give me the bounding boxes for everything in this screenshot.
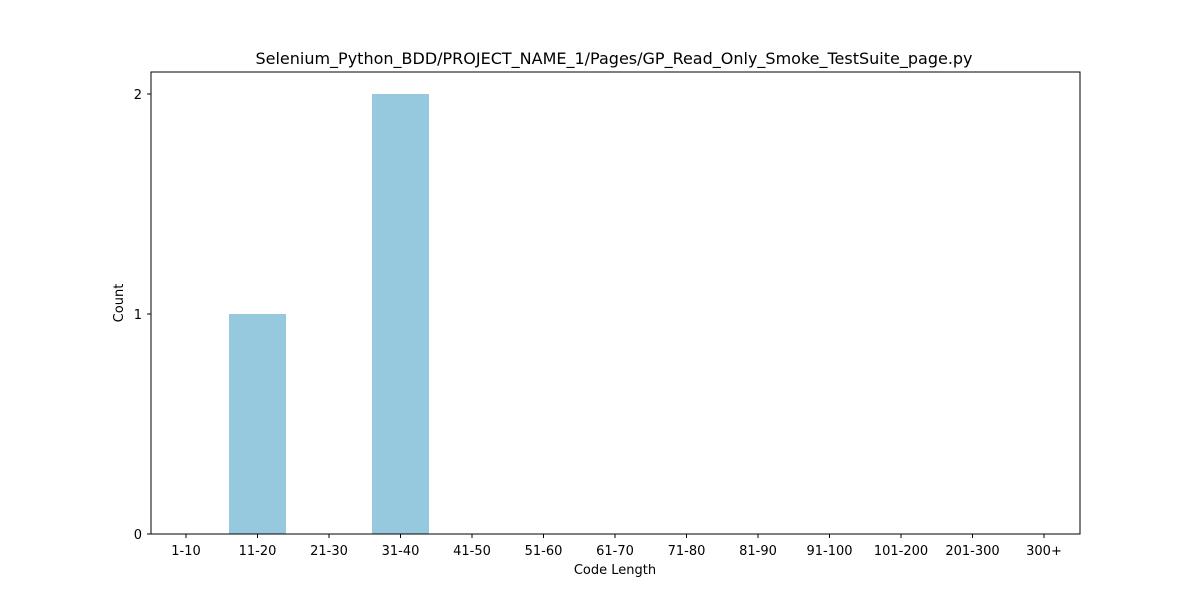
- y-axis-ticks: 0 1 2: [134, 88, 151, 543]
- bars-group: [229, 94, 429, 534]
- x-tick-label-71-80: 71-80: [668, 544, 706, 559]
- bar-31-40: [372, 94, 429, 534]
- x-tick-label-31-40: 31-40: [382, 544, 420, 559]
- x-tick-label-11-20: 11-20: [239, 544, 277, 559]
- x-tick-label-81-90: 81-90: [739, 544, 777, 559]
- x-tick-label-1-10: 1-10: [171, 544, 201, 559]
- x-tick-label-51-60: 51-60: [525, 544, 563, 559]
- y-tick-label-1: 1: [134, 308, 142, 323]
- x-tick-label-91-100: 91-100: [806, 544, 852, 559]
- x-tick-label-201-300: 201-300: [945, 544, 999, 559]
- x-tick-label-21-30: 21-30: [310, 544, 348, 559]
- x-tick-label-101-200: 101-200: [874, 544, 928, 559]
- x-axis-label: Code Length: [574, 563, 656, 578]
- x-tick-label-61-70: 61-70: [596, 544, 634, 559]
- y-tick-label-2: 2: [134, 88, 142, 103]
- chart-title: Selenium_Python_BDD/PROJECT_NAME_1/Pages…: [255, 49, 972, 69]
- x-axis-ticks: 1-10 11-20 21-30 31-40 41-50 51-60 61-70 71-80 8…: [171, 534, 1062, 559]
- y-axis-label: Count: [112, 284, 127, 323]
- x-tick-label-300+: 300+: [1026, 544, 1062, 559]
- y-tick-label-0: 0: [134, 528, 142, 543]
- x-tick-label-41-50: 41-50: [453, 544, 491, 559]
- plot-frame: [150, 71, 1081, 535]
- bar-11-20: [229, 314, 286, 534]
